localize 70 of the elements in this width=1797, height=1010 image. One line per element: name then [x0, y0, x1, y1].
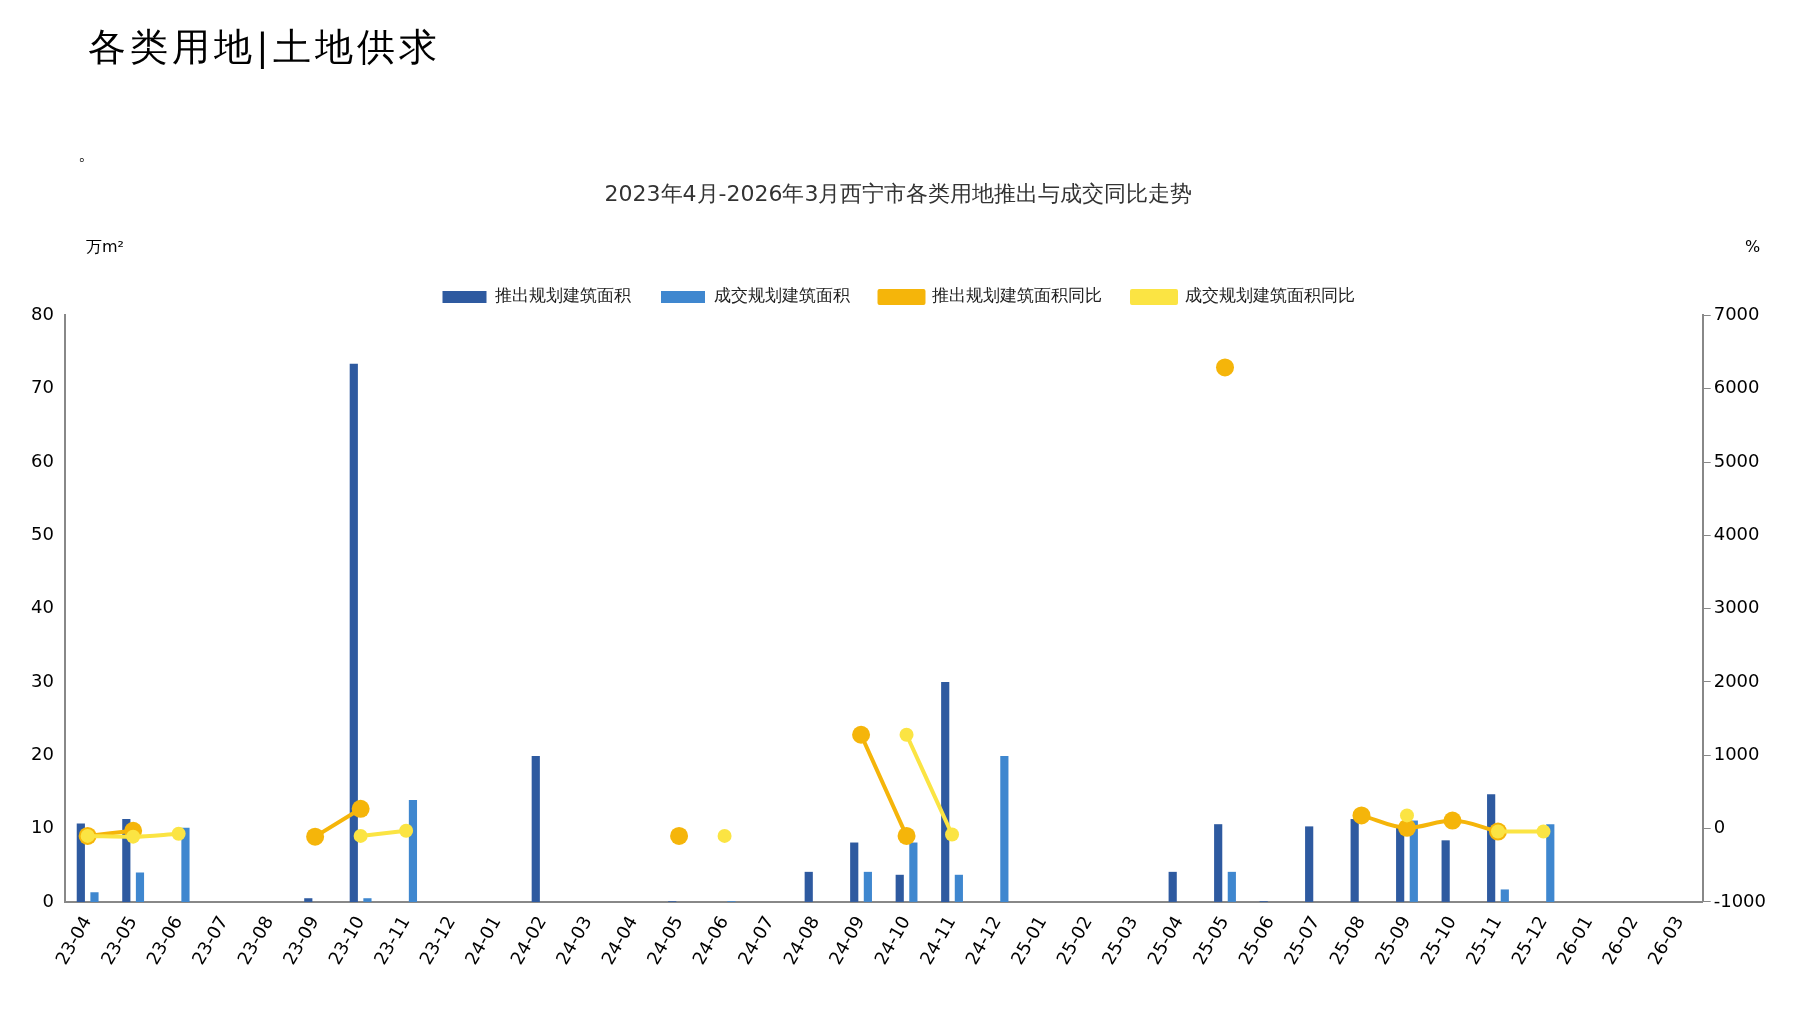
y-tick-label: 50 [31, 523, 54, 545]
y-tick-label: 60 [31, 449, 54, 471]
bar [304, 898, 313, 902]
bar [1000, 756, 1009, 902]
point [353, 828, 368, 843]
y2-tick-label: -1000 [1713, 889, 1767, 911]
bar [135, 872, 145, 902]
bar [1168, 871, 1177, 902]
y2-tick-label: 7000 [1713, 303, 1760, 325]
y2-tick-label: 5000 [1713, 449, 1760, 471]
y2-tick-label: 0 [1713, 816, 1726, 838]
point [1397, 818, 1416, 837]
bar [1350, 819, 1359, 902]
bar [90, 892, 99, 902]
bar [954, 874, 963, 902]
point [171, 826, 186, 841]
y-tick-label: 20 [31, 742, 54, 764]
bar [408, 800, 418, 902]
bar [531, 756, 540, 902]
point [945, 827, 960, 842]
y-tick-label: 30 [31, 669, 54, 691]
bar [1441, 840, 1450, 902]
bar [941, 681, 950, 902]
bar [863, 871, 872, 902]
point [670, 826, 689, 845]
bar [349, 363, 358, 902]
chart-title: 2023年4月-2026年3月西宁市各类用地推出与成交同比走势 [604, 180, 1193, 206]
bar [1214, 824, 1223, 902]
point [1443, 811, 1462, 830]
y2-tick-label: 3000 [1713, 596, 1760, 618]
legend-label: 成交规划建筑面积同比 [1184, 285, 1355, 306]
y2-tick-label: 2000 [1713, 669, 1760, 691]
bar [1396, 827, 1405, 902]
point [399, 823, 414, 838]
point [1216, 358, 1235, 377]
point [351, 799, 370, 818]
y2-tick-label: 4000 [1713, 523, 1760, 545]
point [899, 727, 914, 742]
y-axis-title: 万m² [85, 236, 124, 256]
bar [1500, 889, 1509, 902]
legend-label: 推出规划建筑面积同比 [932, 285, 1102, 306]
point [852, 725, 871, 744]
y2-tick-label: 6000 [1713, 376, 1760, 398]
bar [909, 842, 918, 902]
y-tick-label: 70 [31, 376, 54, 398]
y-tick-label: 40 [31, 596, 54, 618]
point [126, 829, 141, 844]
bar [363, 898, 372, 902]
text: 各类用地|土地供求 [87, 24, 442, 71]
y-tick-label: 0 [42, 889, 54, 911]
bar [895, 874, 904, 902]
y-tick-label: 80 [31, 303, 54, 325]
point [1399, 808, 1414, 823]
point [897, 826, 916, 845]
bar [1546, 824, 1555, 902]
legend-label: 推出规划建筑面积 [495, 285, 631, 306]
y-tick-label: 10 [31, 816, 54, 838]
legend-label: 成交规划建筑面积 [713, 285, 850, 306]
point [1536, 824, 1551, 839]
point [306, 827, 325, 846]
bar [850, 842, 859, 902]
point [1352, 806, 1371, 825]
y2-axis-title: % [1745, 236, 1761, 256]
y2-tick-label: 1000 [1713, 742, 1760, 764]
bar [1305, 826, 1314, 902]
bar [181, 827, 190, 902]
bar [1227, 871, 1236, 902]
point [717, 828, 732, 843]
bar [804, 871, 813, 902]
text: 。 [77, 142, 97, 166]
